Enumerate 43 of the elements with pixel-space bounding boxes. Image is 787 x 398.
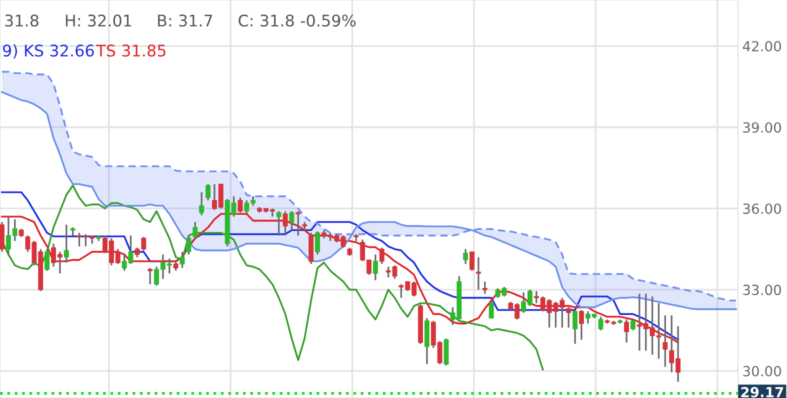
candlestick: [173, 260, 178, 272]
candlestick: [315, 230, 320, 256]
candlestick: [624, 318, 630, 344]
candlestick: [64, 224, 69, 264]
candlestick: [296, 210, 301, 236]
annotation: H: 32.01: [66, 14, 132, 27]
candlestick: [662, 314, 668, 368]
y-tick-label: 30.00: [743, 366, 782, 376]
candlestick: [180, 250, 185, 269]
candlestick: [282, 210, 288, 236]
ref-line-label: 29.17: [741, 386, 784, 398]
candlestick: [463, 248, 468, 265]
candlestick: [482, 280, 488, 295]
candlestick: [476, 256, 481, 291]
candlestick: [572, 309, 578, 345]
annotation: B: 31.7: [158, 14, 212, 27]
annotation: 31.8: [5, 14, 38, 27]
candlestick: [321, 229, 326, 240]
candlestick: [379, 246, 384, 265]
candlestick: [44, 248, 50, 272]
annotation: 9) KS 32.66: [2, 44, 94, 59]
line-series: [1, 191, 679, 341]
candlestick: [630, 318, 636, 332]
candlestick: [372, 254, 378, 282]
candlestick: [238, 196, 243, 214]
candlestick: [276, 210, 282, 236]
y-tick-label: 33.00: [743, 284, 782, 296]
candlestick: [192, 221, 198, 240]
candlestick: [206, 183, 211, 202]
candlestick: [488, 301, 494, 319]
candlestick: [598, 316, 604, 332]
candlestick: [148, 267, 153, 286]
y-tick-label: 36.00: [743, 203, 782, 214]
y-tick-label: 39.00: [743, 122, 782, 133]
candlestick: [566, 306, 572, 328]
annotation: TS 31.85: [96, 44, 166, 57]
candlestick: [579, 309, 584, 341]
annotation: C: 31.8 -0.59%: [238, 14, 356, 27]
y-tick-label: 42.00: [742, 40, 782, 52]
candlestick: [470, 250, 474, 272]
candlestick: [199, 191, 204, 216]
candlestick: [186, 234, 192, 256]
candlestick: [289, 210, 294, 231]
